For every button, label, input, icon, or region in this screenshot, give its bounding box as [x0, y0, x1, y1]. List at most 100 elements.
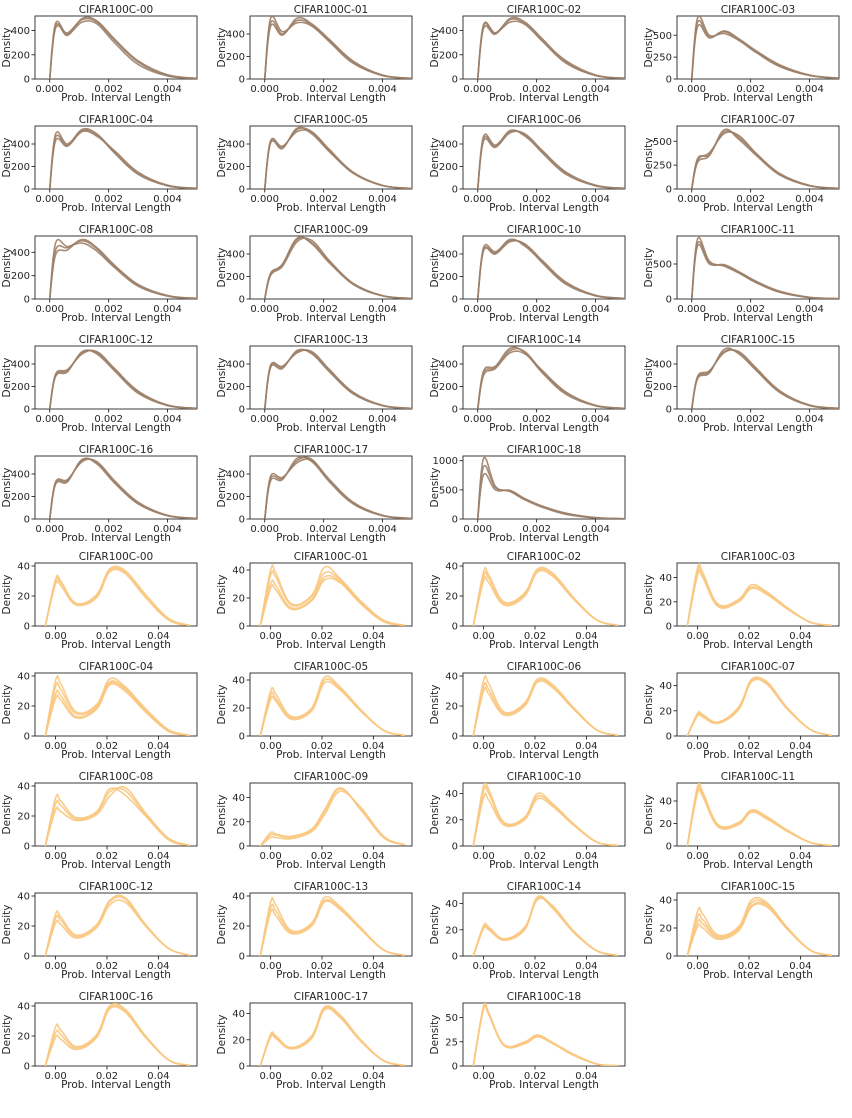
series-line — [259, 678, 406, 736]
x-tick-label: 0.002 — [309, 524, 338, 535]
x-tick-label: 0.002 — [522, 84, 551, 95]
y-tick-label: 0 — [239, 515, 245, 526]
x-tick-label: 0.004 — [581, 84, 610, 95]
y-tick-label: 0 — [24, 952, 30, 963]
y-tick-label: 0 — [24, 405, 30, 416]
series-line — [690, 16, 839, 79]
y-tick-label: 20 — [659, 706, 672, 717]
series-group — [690, 347, 839, 409]
y-tick-label: 0 — [666, 185, 672, 196]
y-tick-label: 0 — [24, 1062, 30, 1073]
series-group — [263, 348, 412, 409]
y-tick-label: 40 — [445, 562, 458, 573]
subplot-title: CIFAR100C-05 — [294, 114, 369, 126]
y-tick-label: 200 — [439, 382, 458, 393]
subplot-1-5: CIFAR100C-05 0.00 0.02 0.04 0 20 40 Prob. Inter… — [216, 661, 413, 761]
series-line — [476, 18, 625, 79]
subplot-0-6: CIFAR100C-06 0.000 0.002 0.004 0 200 400 Prob. … — [429, 114, 626, 214]
x-tick-label: 0.004 — [368, 414, 397, 425]
x-tick-label: 0.02 — [524, 631, 546, 642]
y-tick-label: 200 — [11, 271, 30, 282]
y-axis-label: Density — [643, 575, 655, 615]
x-tick-label: 0.000 — [677, 304, 706, 315]
series-group — [686, 563, 833, 626]
x-tick-label: 0.02 — [96, 631, 118, 642]
y-tick-label: 20 — [17, 592, 30, 603]
x-tick-label: 0.02 — [96, 961, 118, 972]
y-axis-label: Density — [643, 685, 655, 725]
x-tick-label: 0.004 — [368, 84, 397, 95]
y-axis-label: Density — [216, 28, 228, 68]
subplot-title: CIFAR100C-17 — [294, 444, 369, 456]
x-tick-label: 0.000 — [250, 414, 279, 425]
y-tick-label: 0 — [239, 842, 245, 853]
axes-frame — [249, 892, 413, 957]
x-tick-label: 0.02 — [524, 851, 546, 862]
x-tick-label: 0.000 — [463, 84, 492, 95]
y-axis-label: Density — [429, 575, 441, 615]
y-axis-label: Density — [429, 795, 441, 835]
y-tick-label: 400 — [11, 140, 30, 151]
x-tick-label: 0.004 — [153, 194, 182, 205]
series-line — [259, 574, 406, 626]
series-line — [690, 131, 839, 189]
y-tick-label: 200 — [653, 382, 672, 393]
series-line — [48, 20, 197, 79]
subplot-0-0: CIFAR100C-00 0.000 0.002 0.004 0 200 400 Prob. … — [1, 4, 198, 104]
y-axis-label: Density — [1, 358, 13, 398]
y-tick-label: 200 — [439, 50, 458, 61]
y-tick-label: 40 — [659, 896, 672, 907]
subplot-title: CIFAR100C-04 — [79, 661, 154, 673]
y-axis-label: Density — [1, 468, 13, 508]
subplot-1-13: CIFAR100C-13 0.00 0.02 0.04 0 20 40 Prob. Inter… — [216, 881, 413, 981]
subplot-0-18: CIFAR100C-18 0.000 0.002 0.004 0 500 1000 Prob.… — [429, 444, 626, 544]
series-line — [476, 239, 625, 299]
y-tick-label: 0 — [24, 295, 30, 306]
series-group — [690, 236, 839, 299]
y-tick-label: 200 — [11, 382, 30, 393]
subplot-title: CIFAR100C-07 — [721, 114, 796, 126]
series-line — [259, 675, 406, 736]
series-line — [690, 129, 839, 189]
y-tick-label: 400 — [439, 140, 458, 151]
subplot-title: CIFAR100C-01 — [294, 551, 369, 563]
series-line — [472, 895, 619, 956]
y-tick-label: 40 — [232, 676, 245, 687]
series-group — [263, 456, 412, 519]
x-tick-label: 0.02 — [96, 741, 118, 752]
subplot-0-15: CIFAR100C-15 0.000 0.002 0.004 0 200 400 Prob. … — [643, 334, 840, 434]
series-group — [263, 236, 412, 299]
y-tick-label: 400 — [11, 248, 30, 259]
subplot-0-17: CIFAR100C-17 0.000 0.002 0.004 0 200 400 Prob. … — [216, 444, 413, 544]
y-tick-label: 40 — [445, 899, 458, 910]
y-tick-label: 50 — [445, 1013, 458, 1024]
y-axis-label: Density — [216, 248, 228, 288]
x-tick-label: 0.000 — [35, 414, 64, 425]
y-tick-label: 0 — [24, 732, 30, 743]
x-tick-label: 0.04 — [147, 961, 169, 972]
x-axis-label: Prob. Interval Length — [703, 969, 813, 981]
y-tick-label: 200 — [11, 162, 30, 173]
x-tick-label: 0.02 — [96, 851, 118, 862]
y-tick-label: 20 — [232, 704, 245, 715]
subplot-1-16: CIFAR100C-16 0.00 0.02 0.04 0 20 40 Prob. Inter… — [1, 991, 198, 1091]
subplot-0-14: CIFAR100C-14 0.000 0.002 0.004 0 200 400 Prob. … — [429, 334, 626, 434]
series-group — [48, 349, 197, 409]
series-line — [472, 897, 619, 956]
axes-frame — [249, 672, 413, 737]
y-axis-label: Density — [429, 28, 441, 68]
x-tick-label: 0.02 — [738, 961, 760, 972]
y-tick-label: 40 — [445, 789, 458, 800]
series-line — [686, 566, 833, 626]
series-line — [263, 19, 412, 79]
x-axis-label: Prob. Interval Length — [703, 749, 813, 761]
series-line — [472, 896, 619, 956]
x-tick-label: 0.00 — [686, 961, 708, 972]
subplot-0-7: CIFAR100C-07 0.000 0.002 0.004 0 250 500 Prob. … — [643, 114, 840, 214]
axes-frame — [34, 892, 198, 957]
series-line — [472, 1004, 619, 1066]
axes-frame — [34, 15, 198, 80]
subplot-0-8: CIFAR100C-08 0.000 0.002 0.004 0 200 400 Prob. … — [1, 224, 198, 324]
series-line — [476, 472, 625, 519]
